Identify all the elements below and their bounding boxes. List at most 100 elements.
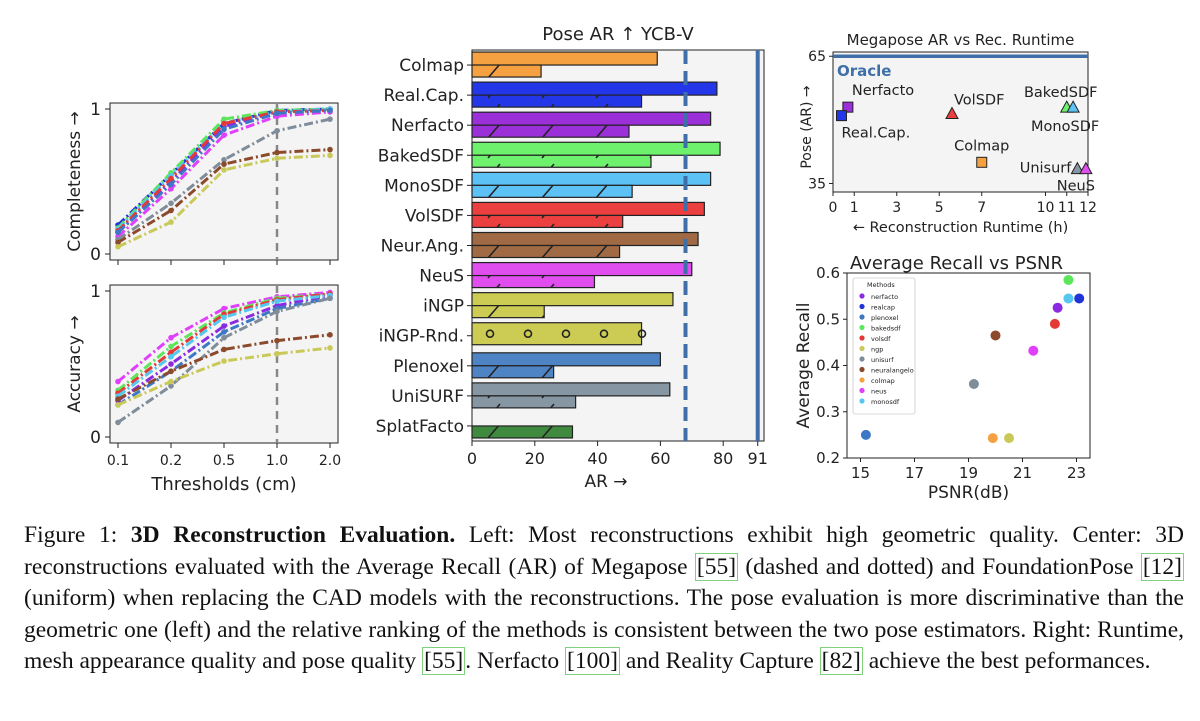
- recall-psnr-legend-marker: [859, 303, 865, 310]
- recall-psnr-xtick-label: 21: [1013, 464, 1032, 482]
- pose-ar-xlabel: AR →: [584, 472, 627, 492]
- pose-ar-bar-FoundationPose: [471, 352, 661, 367]
- completeness-point-plenoxel: [115, 229, 121, 236]
- megapose-runtime-xtick-label: 3: [892, 200, 901, 216]
- recall-psnr-legend-marker: [859, 335, 865, 341]
- megapose-runtime-xtick-label: 7: [977, 200, 986, 216]
- pose-ar-bar-FoundationPose: [471, 201, 705, 217]
- pose-ar-category-label: BakedSDF: [378, 146, 464, 166]
- completeness-series-neus: [116, 110, 331, 238]
- pose-ar-xtick-label: 20: [525, 449, 545, 468]
- recall-psnr-legend-marker: [859, 377, 865, 383]
- pose-ar-bar-FoundationPose: [471, 322, 643, 346]
- recall-psnr-point-colmap: [987, 433, 998, 444]
- pose-ar-bar-FoundationPose: [471, 231, 699, 247]
- pose-ar-bar-hatch: [472, 275, 595, 288]
- accuracy-point-neuralangelo: [115, 396, 121, 402]
- pose-ar-bar-hatch: [472, 365, 554, 378]
- megapose-runtime-title: Megapose AR vs Rec. Runtime: [847, 31, 1075, 49]
- completeness-point-bakedsdf: [221, 116, 227, 122]
- megapose-runtime-point-label: VolSDF: [954, 93, 1004, 109]
- recall-psnr-ytick-label: 0.4: [816, 357, 840, 375]
- pose-ar-xtick-label: 40: [587, 449, 607, 468]
- megapose-runtime-chart: Oracle Nerfacto Real.Cap. VolSDF BakedSDF Mon…: [799, 31, 1099, 236]
- pose-ar-bar-hatch: [472, 95, 642, 108]
- pose-ar-bar-FoundationPose: [471, 382, 671, 397]
- megapose-runtime-xlabel: ← Reconstruction Runtime (h): [853, 220, 1069, 236]
- completeness-point-volsdf: [221, 120, 227, 127]
- accuracy-xtick-label: 0.5: [213, 453, 235, 469]
- pose-ar-dot-marker: [485, 329, 495, 339]
- pose-ar-bar-FoundationPose: [471, 141, 721, 156]
- completeness-point-neuralangelo: [115, 239, 121, 246]
- citation-megapose[interactable]: [55]: [694, 552, 739, 581]
- citation-foundationpose[interactable]: [12]: [1140, 552, 1184, 581]
- megapose-runtime-point-label: BakedSDF: [1024, 85, 1098, 101]
- completeness-point-unisurf: [327, 116, 333, 122]
- pose-ar-category-label: VolSDF: [405, 206, 464, 226]
- completeness-point-plenoxel: [168, 181, 174, 188]
- megapose-runtime-point-label: Real.Cap.: [842, 126, 911, 142]
- pose-ar-dot-marker: [523, 329, 533, 339]
- accuracy-xlabel: Thresholds (cm): [150, 474, 296, 495]
- caption-text-4: . Nerfacto: [465, 648, 566, 674]
- recall-psnr-ylabel: Average Recall: [794, 303, 814, 429]
- recall-psnr-legend-label: plenoxel: [871, 314, 898, 322]
- megapose-runtime-ytick-label: 35: [808, 177, 826, 193]
- pose-ar-bar-hatch: [472, 305, 545, 318]
- recall-psnr-point-neuralangelo: [990, 330, 1001, 341]
- recall-psnr-legend-marker: [859, 293, 865, 299]
- recall-psnr-point-volsdf: [1049, 318, 1060, 329]
- pose-ar-bar-hatch: [472, 215, 623, 228]
- accuracy-point-ngp: [115, 402, 121, 408]
- pose-ar-title: Pose AR ↑ YCB-V: [542, 24, 694, 45]
- recall-psnr-legend-marker: [859, 356, 865, 362]
- completeness-point-ngp: [168, 219, 174, 225]
- accuracy-xtick-label: 0.1: [107, 453, 129, 469]
- completeness-point-volsdf: [168, 175, 174, 182]
- caption-text-6: achieve the best peformances.: [862, 648, 1151, 674]
- megapose-runtime-ylabel: Pose (AR) →: [799, 85, 815, 169]
- recall-psnr-legend-marker: [859, 324, 865, 331]
- accuracy-point-bakedsdf: [168, 343, 174, 350]
- citation-pose-quality[interactable]: [55]: [422, 647, 466, 675]
- recall-psnr-point-neus: [1028, 345, 1039, 356]
- recall-psnr-point-ngp: [1004, 433, 1014, 444]
- pose-ar-bar-FoundationPose: [471, 261, 693, 277]
- completeness-point-neuralangelo: [168, 207, 174, 214]
- completeness-point-plenoxel: [274, 110, 280, 117]
- megapose-runtime-point: [836, 110, 847, 122]
- megapose-runtime-point-label: NeuS: [1057, 179, 1095, 195]
- accuracy-point-nerfacto: [221, 323, 227, 329]
- megapose-runtime-point-label: MonoSDF: [1031, 119, 1099, 135]
- megapose-runtime-point: [1066, 100, 1080, 113]
- accuracy-point-plenoxel: [221, 329, 227, 335]
- accuracy-point-neus: [115, 378, 121, 385]
- recall-psnr-ytick-label: 0.5: [816, 310, 840, 328]
- megapose-runtime-xtick-label: 10: [1037, 200, 1055, 216]
- megapose-runtime-point-label: Nerfacto: [852, 83, 914, 99]
- megapose-runtime-plot-area: [832, 51, 1089, 193]
- accuracy-series-nerfacto: [117, 293, 331, 402]
- megapose-runtime-point: [1079, 161, 1093, 175]
- recall-psnr-ytick-label: 0.6: [816, 264, 840, 282]
- recall-psnr-legend-label: volsdf: [871, 335, 891, 343]
- recall-psnr-chart: Methods nerfacto realcap plenoxel bakedsdf vo…: [794, 253, 1091, 503]
- completeness-point-ngp: [274, 155, 280, 162]
- recall-psnr-legend-title: Methods: [867, 281, 895, 289]
- citation-nerfacto[interactable]: [100]: [565, 647, 620, 675]
- accuracy-point-neus: [221, 305, 227, 312]
- megapose-runtime-point-label: Colmap: [954, 138, 1009, 154]
- recall-psnr-point-unisurf: [968, 379, 979, 389]
- megapose-runtime-point: [945, 106, 959, 120]
- accuracy-series-plenoxel: [117, 296, 331, 407]
- citation-reality-capture[interactable]: [82]: [819, 647, 863, 675]
- recall-psnr-legend-label: bakedsdf: [871, 325, 901, 333]
- pose-ar-dot-marker: [637, 329, 647, 339]
- completeness-ytick-label: 1: [90, 100, 101, 120]
- pose-ar-category-label: MonoSDF: [384, 176, 464, 196]
- pose-ar-category-label: Real.Cap.: [383, 86, 464, 106]
- recall-psnr-legend-label: ngp: [871, 346, 883, 354]
